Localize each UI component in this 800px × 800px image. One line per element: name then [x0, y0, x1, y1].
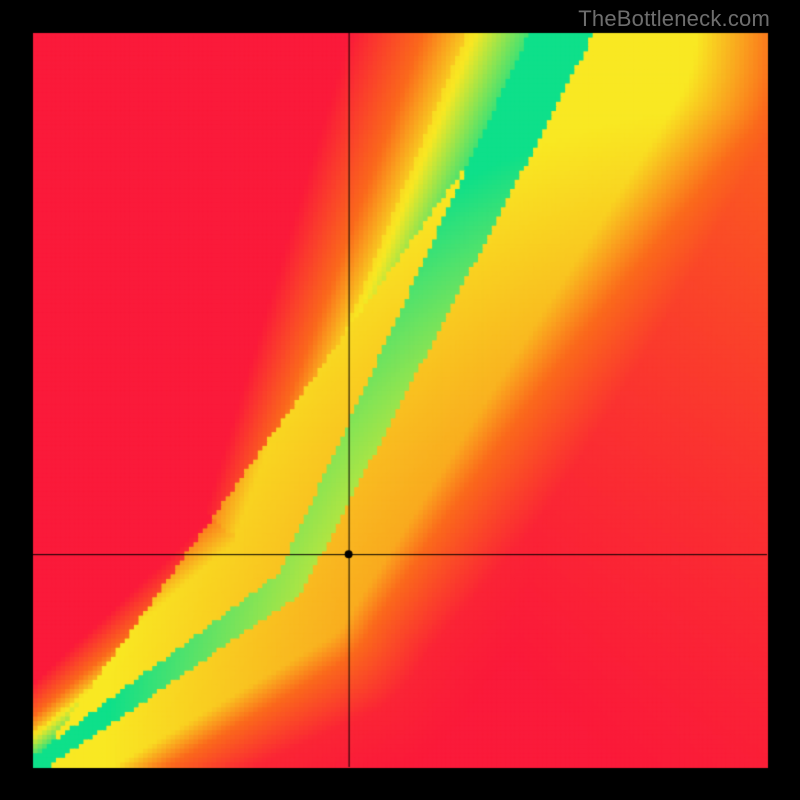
chart-container: TheBottleneck.com	[0, 0, 800, 800]
bottleneck-heatmap-canvas	[0, 0, 800, 800]
watermark-text: TheBottleneck.com	[578, 6, 770, 32]
